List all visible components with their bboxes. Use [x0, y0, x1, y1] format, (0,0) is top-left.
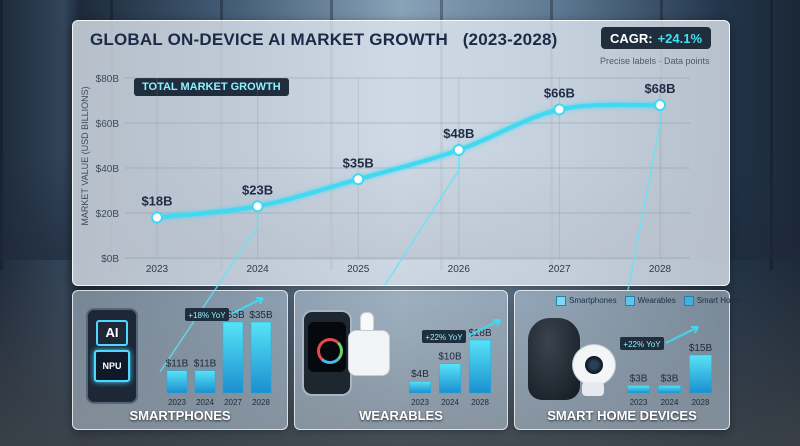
legend-item-smartphones: Smartphones [556, 296, 617, 306]
mini-x-label: 2024 [661, 398, 679, 407]
x-tick-label: 2025 [347, 264, 370, 275]
x-tick-label: 2024 [246, 264, 269, 275]
legend-item-wearables: Wearables [624, 296, 676, 306]
connector-line [384, 150, 460, 286]
mini-bar [408, 380, 432, 394]
mini-bar [222, 321, 244, 394]
x-tick-label: 2023 [146, 264, 169, 275]
data-label: $23B [242, 182, 273, 197]
trend-arrowhead [256, 297, 264, 305]
ai-chip-label: AI [96, 320, 128, 346]
y-tick-label: $20B [96, 209, 120, 220]
yoy-label: +22% YoY [623, 340, 661, 349]
trend-arrow [467, 319, 501, 337]
mini-bar-label: $4B [411, 369, 429, 380]
mini-bar-label: $10B [438, 352, 462, 363]
camera-lens-icon [585, 356, 603, 374]
connector-line [627, 105, 661, 291]
wearables-title: WEARABLES [359, 408, 443, 423]
data-label: $66B [544, 86, 575, 101]
activity-ring-icon [317, 338, 343, 364]
mini-x-label: 2028 [692, 398, 710, 407]
data-point [654, 99, 666, 111]
y-tick-label: $40B [96, 164, 120, 175]
mini-bar [627, 385, 650, 394]
y-tick-label: $60B [96, 119, 120, 130]
camera-stand [582, 382, 604, 396]
x-tick-label: 2028 [649, 264, 672, 275]
mini-bar-label: $3B [630, 373, 648, 384]
data-label: $68B [644, 81, 675, 96]
yoy-label: +22% YoY [425, 333, 463, 342]
mini-x-label: 2024 [196, 398, 214, 407]
connector-line [159, 206, 259, 373]
mini-bar [250, 321, 272, 394]
mini-bar-label: $11B [194, 359, 217, 370]
mini-x-label: 2028 [252, 398, 270, 407]
earbuds-case-illustration [348, 330, 390, 376]
trend-arrow [665, 326, 699, 344]
legend-item-smart-home: Smart Home [683, 296, 742, 306]
mini-bar-label: $11B [166, 359, 189, 370]
data-point [151, 211, 163, 224]
mini-bar [689, 354, 712, 394]
mini-bar [166, 370, 188, 394]
data-point [452, 144, 465, 156]
trend-arrow [230, 297, 264, 315]
mini-x-label: 2023 [411, 398, 429, 407]
watch-screen [308, 322, 346, 372]
main-chart-panel [72, 20, 730, 286]
yoy-badge [185, 308, 229, 321]
x-tick-label: 2026 [448, 264, 471, 275]
smartphones-title: SMARTPHONES [129, 408, 231, 423]
smartphone-illustration: AI NPU [86, 308, 138, 404]
chart-subtitle: Precise labels · Data points [600, 56, 710, 66]
data-point [352, 173, 365, 186]
mini-x-label: 2027 [224, 398, 242, 407]
trend-arrowhead [691, 326, 699, 334]
mini-bar-label: $35B [249, 310, 273, 321]
npu-chip-label: NPU [94, 350, 130, 382]
legend-total-market: TOTAL MARKET GROWTH [134, 78, 289, 96]
trend-arrowhead [493, 319, 501, 327]
security-camera-illustration [572, 344, 616, 386]
data-point [553, 103, 566, 116]
smart-home-title: SMART HOME DEVICES [547, 408, 697, 423]
y-tick-label: $80B [96, 74, 120, 85]
yoy-badge [620, 337, 664, 350]
mini-x-label: 2023 [168, 398, 186, 407]
data-label: $35B [343, 155, 374, 170]
yoy-label: +18% YoY [188, 311, 226, 320]
category-legend: Smartphones Wearables Smart Home [556, 296, 742, 306]
data-point [251, 200, 264, 213]
total-market-line [156, 102, 661, 220]
mini-bar-label: $3B [661, 373, 679, 384]
x-tick-label: 2027 [548, 264, 571, 275]
cagr-badge: CAGR: +24.1% [601, 27, 711, 49]
y-tick-label: $0B [101, 254, 119, 265]
data-label: $48B [443, 126, 474, 141]
mini-bar-label: $18B [468, 328, 492, 339]
mini-bar [194, 370, 216, 394]
mini-x-label: 2023 [630, 398, 648, 407]
chart-title: GLOBAL ON-DEVICE AI MARKET GROWTH (2023-… [90, 30, 558, 49]
yoy-badge [422, 330, 466, 343]
mini-bar [658, 385, 681, 394]
cagr-value: +24.1% [657, 30, 703, 46]
smart-speaker-illustration [528, 318, 580, 400]
mini-bar [438, 363, 462, 394]
mini-bar-label: $15B [689, 343, 713, 354]
data-label: $18B [141, 194, 172, 209]
mini-x-label: 2024 [441, 398, 459, 407]
cagr-label: CAGR: [609, 30, 653, 46]
mini-bar [468, 339, 492, 394]
mini-x-label: 2028 [471, 398, 489, 407]
smartwatch-illustration [302, 310, 352, 396]
mini-bar-label: $35B [221, 310, 245, 321]
